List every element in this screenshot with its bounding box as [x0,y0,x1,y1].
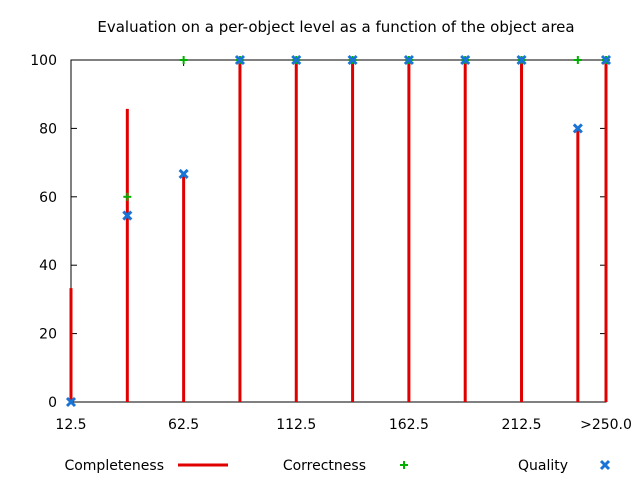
quality-point [347,54,358,66]
quality-point [178,168,189,179]
legend-label-quality: Quality [518,458,568,474]
y-tick-label: 60 [39,190,57,206]
legend: Completeness Correctness Quality [64,458,611,474]
legend-swatch-quality-b [599,459,611,471]
chart-title: Evaluation on a per-object level as a fu… [97,18,574,36]
x-tick-label: 112.5 [276,417,316,433]
x-tick-label: 162.5 [389,417,429,433]
quality-point-b [291,54,302,66]
legend-label-completeness: Completeness [64,458,164,474]
quality-point-b [178,168,189,179]
quality-point-b [122,210,133,221]
y-tick-label: 0 [48,395,57,411]
quality-point [234,54,246,66]
quality-point-b [65,396,77,408]
quality-point-b [600,54,612,66]
quality-point-b [572,123,583,134]
quality-point [600,54,612,66]
correctness-point [123,192,132,201]
legend-swatch-correctness [400,461,408,469]
quality-point-b [347,54,358,66]
quality-point-b [460,54,471,66]
quality-point-b [516,54,527,66]
y-tick-label: 100 [30,53,57,69]
legend-label-correctness: Correctness [283,458,366,474]
quality-point-b [234,54,246,66]
series-quality [65,54,612,408]
quality-point-b [403,54,414,66]
quality-point [122,210,133,221]
quality-point [572,123,583,134]
legend-swatch-quality [599,459,611,471]
plot-frame [70,59,607,403]
y-tick-label: 40 [39,258,57,274]
correctness-point [179,56,188,64]
y-tick-label: 80 [39,121,57,137]
x-tick-label: 62.5 [168,417,199,433]
plot-area: 0 20 40 60 80 100 12.5 62.5 112.5 162.5 212.5 >250.… [30,53,632,433]
y-tick-label: 20 [39,327,57,343]
x-tick-label: >250.0 [580,417,632,433]
correctness-point [573,56,582,64]
quality-point [291,54,302,66]
series-correctness [123,56,610,201]
quality-point [403,54,414,66]
quality-point [516,54,527,66]
quality-point [460,54,471,66]
x-tick-label: 212.5 [501,417,541,433]
series-completeness [69,60,608,402]
x-tick-label: 12.5 [55,417,86,433]
quality-point [65,396,77,408]
